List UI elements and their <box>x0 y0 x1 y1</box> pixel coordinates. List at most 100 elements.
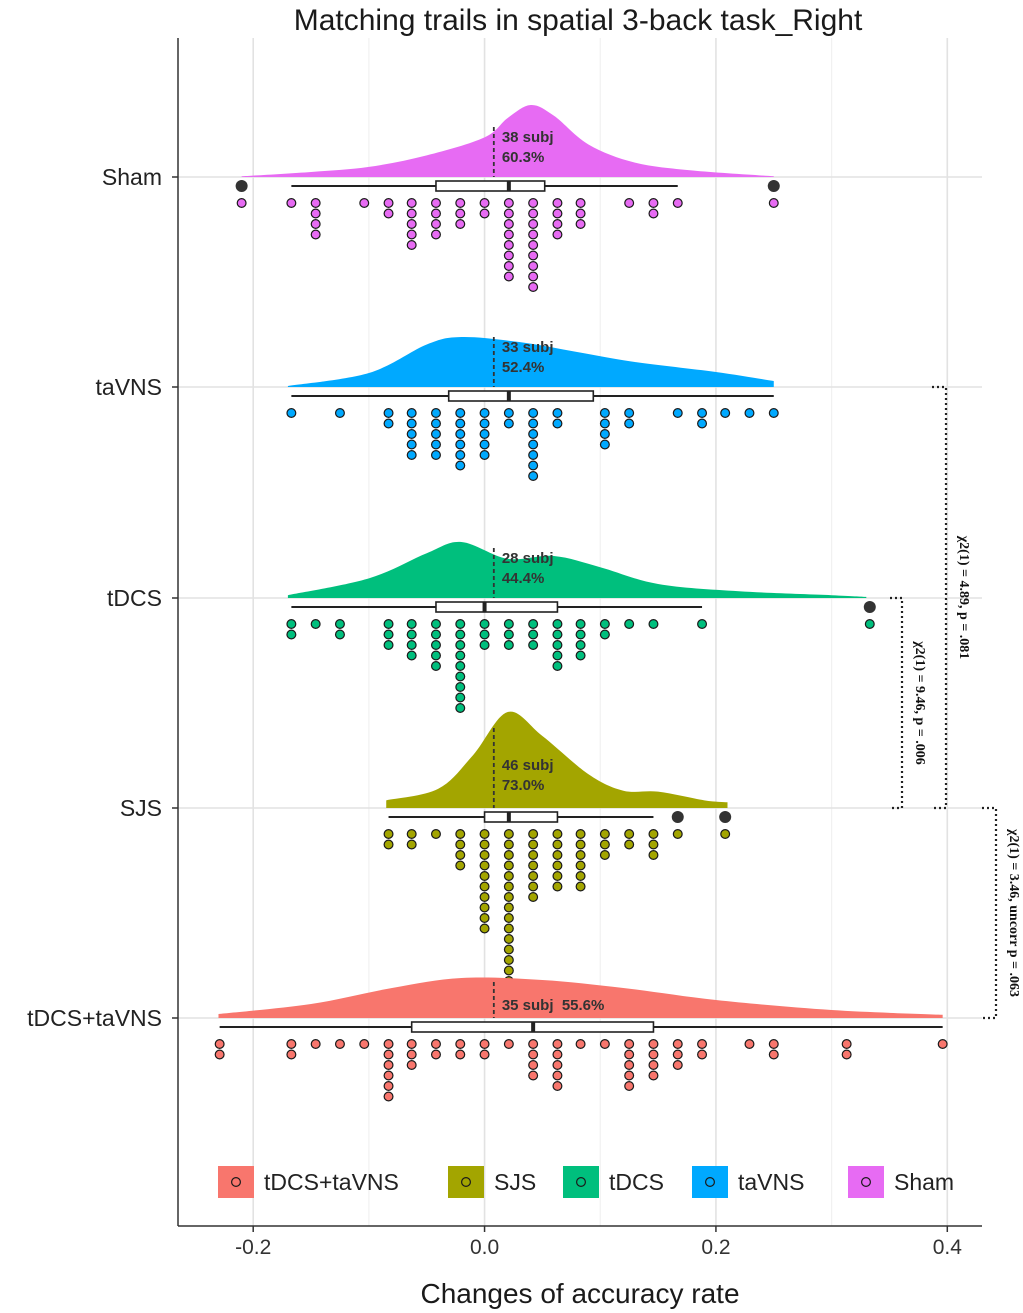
data-point <box>624 1038 635 1049</box>
data-point <box>575 639 586 650</box>
data-point <box>503 229 514 240</box>
data-point <box>575 650 586 661</box>
legend-marker <box>575 1176 586 1187</box>
data-point <box>334 1038 345 1049</box>
data-point <box>383 1049 394 1060</box>
data-point <box>430 650 441 661</box>
data-point <box>697 1038 708 1049</box>
data-point <box>310 219 321 230</box>
data-point <box>648 1059 659 1070</box>
data-point <box>383 1080 394 1091</box>
data-point <box>624 1080 635 1091</box>
box-outlier <box>235 180 248 192</box>
box-iqr <box>435 601 559 613</box>
data-point <box>624 828 635 839</box>
y-tick-label: SJS <box>120 795 162 821</box>
data-point <box>503 902 514 913</box>
data-point <box>744 408 755 419</box>
data-point <box>552 650 563 661</box>
data-point <box>479 923 490 934</box>
data-point <box>528 870 539 881</box>
data-point <box>479 1049 490 1060</box>
data-point <box>503 912 514 923</box>
data-point <box>479 902 490 913</box>
data-point <box>455 219 466 230</box>
data-point <box>310 1038 321 1049</box>
legend-item: Sham <box>848 1166 954 1198</box>
data-point <box>528 849 539 860</box>
data-point <box>599 1038 610 1049</box>
data-point <box>528 828 539 839</box>
data-point <box>648 839 659 850</box>
data-point <box>455 418 466 429</box>
data-point <box>528 471 539 482</box>
data-point <box>624 408 635 419</box>
data-point <box>528 460 539 471</box>
data-point <box>455 671 466 682</box>
data-point <box>430 418 441 429</box>
comparison-stat-label: χ2(1) = 9.46, p = .006 <box>912 640 927 765</box>
data-point <box>406 229 417 240</box>
percent-label: 52.4% <box>502 359 545 376</box>
legend-item: tDCS+taVNS <box>218 1166 399 1198</box>
data-point <box>503 870 514 881</box>
data-point <box>503 1038 514 1049</box>
data-point <box>672 1038 683 1049</box>
data-point <box>359 198 370 209</box>
data-point <box>479 429 490 440</box>
data-point <box>575 198 586 209</box>
data-point <box>528 240 539 251</box>
data-point <box>479 1038 490 1049</box>
data-point <box>552 618 563 629</box>
data-point <box>286 629 297 640</box>
legend-label: Sham <box>894 1169 954 1195</box>
data-point <box>455 460 466 471</box>
data-point <box>528 618 539 629</box>
density-cloud <box>287 541 867 598</box>
data-point <box>479 208 490 219</box>
subject-count-label: 38 subj <box>502 129 554 146</box>
data-point <box>383 839 394 850</box>
data-point <box>479 439 490 450</box>
data-point <box>528 881 539 892</box>
data-point <box>503 219 514 230</box>
box-outlier <box>863 601 876 613</box>
data-point <box>479 912 490 923</box>
data-point <box>430 1038 441 1049</box>
legend-item: tDCS <box>563 1166 664 1198</box>
data-point <box>430 208 441 219</box>
data-point <box>552 198 563 209</box>
y-tick-label: Sham <box>102 164 162 190</box>
data-point <box>455 849 466 860</box>
bracket-line <box>982 806 998 1020</box>
data-point <box>406 618 417 629</box>
data-point <box>359 1038 370 1049</box>
box-iqr <box>447 390 595 402</box>
data-point <box>455 208 466 219</box>
data-point <box>383 629 394 640</box>
data-point <box>455 629 466 640</box>
data-point <box>479 870 490 881</box>
data-point <box>528 860 539 871</box>
density-cloud <box>218 977 943 1018</box>
data-point <box>528 629 539 640</box>
data-point <box>455 1049 466 1060</box>
data-point <box>528 1049 539 1060</box>
data-point <box>503 923 514 934</box>
data-point <box>503 860 514 871</box>
data-point <box>528 271 539 282</box>
data-point <box>430 629 441 640</box>
data-point <box>214 1038 225 1049</box>
legend-marker <box>461 1176 472 1187</box>
data-point <box>599 849 610 860</box>
y-tick-label: tDCS <box>107 585 162 611</box>
data-point <box>334 408 345 419</box>
data-point <box>479 198 490 209</box>
data-point <box>552 629 563 640</box>
data-point <box>720 828 731 839</box>
data-point <box>430 1049 441 1060</box>
data-point <box>406 208 417 219</box>
legend: tDCS+taVNS SJS tDCS taVNS Sham <box>218 1166 954 1198</box>
data-point <box>479 891 490 902</box>
